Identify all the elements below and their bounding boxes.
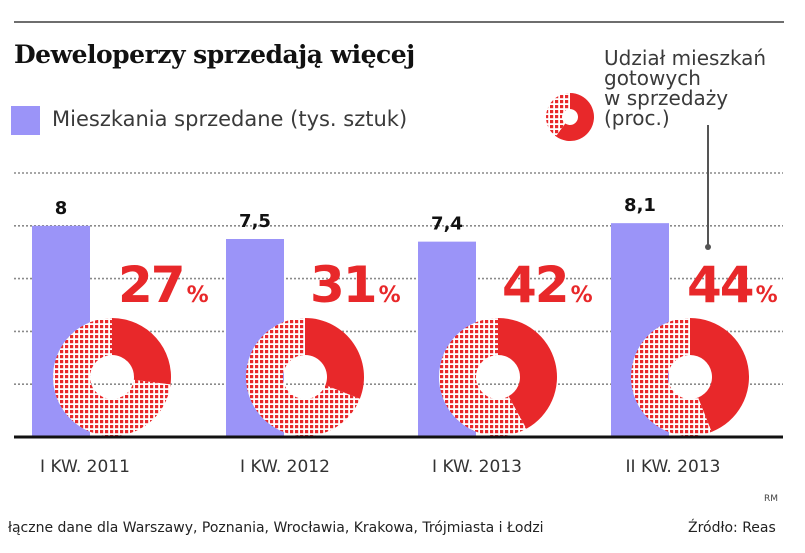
pointer-dot [705,244,711,250]
donut-remainder-segment [630,318,712,436]
donut-share-segment [112,318,172,385]
donut-remainder-segment [438,318,527,437]
bar-value-label: 8,1 [624,195,656,216]
donuts [53,318,749,437]
share-value-label: 44% [687,256,778,314]
bar-value-label: 8 [55,198,68,219]
donut-share-segment [690,318,749,432]
legend-donut-line: gotowych [604,66,701,90]
credit: RM [764,494,779,504]
legend-donut-line: Udział mieszkań [604,46,767,70]
donut-share-segment [498,318,557,429]
bar-value-label: 7,4 [431,214,463,235]
footer-note: łączne dane dla Warszawy, Poznania, Wroc… [8,520,544,536]
top-rule [14,21,784,23]
legend-donut-icon [546,93,594,141]
bar-value-label: 7,5 [239,211,271,232]
legend-bar-label: Mieszkania sprzedane (tys. sztuk) [52,107,408,131]
share-value-label: 27% [118,256,209,314]
footer-source: Źródło: Reas [688,520,776,536]
legend-donut-line: (proc.) [604,106,670,130]
legend-bar-swatch [11,106,40,135]
share-value-label: 42% [502,256,593,314]
share-value-label: 31% [310,256,401,314]
legend-donut-label: Udział mieszkań gotowych w sprzedaży (pr… [604,48,804,128]
donut-remainder-segment [546,93,570,137]
donut-share-segment [305,318,364,399]
donut-remainder-segment [245,318,360,436]
legend-donut-line: w sprzedaży [604,86,729,110]
category-label: I KW. 2012 [240,457,330,477]
labels: 8 7,5 7,4 8,1 27% 31% 42% 44 % I KW. 2011 I KW. 20… [40,195,780,477]
donut-remainder-segment [53,318,171,436]
category-label: I KW. 2013 [432,457,522,477]
category-label: II KW. 2013 [626,457,721,477]
donut-share-segment [555,93,594,141]
chart-title: Deweloperzy sprzedają więcej [14,40,415,69]
category-label: I KW. 2011 [40,457,130,477]
legend-pointer [705,125,711,250]
